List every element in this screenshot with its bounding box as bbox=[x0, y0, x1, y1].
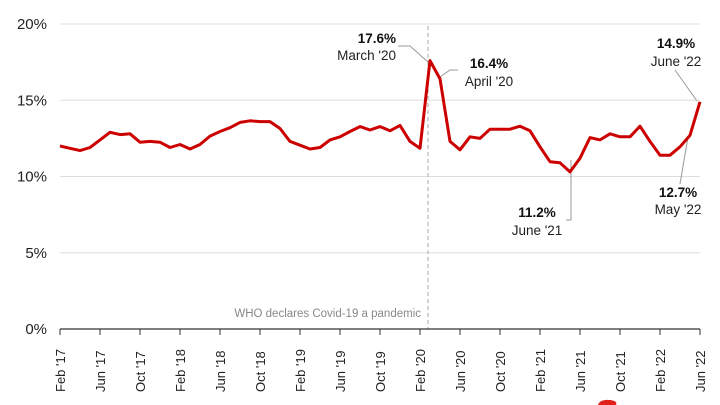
annotation-june-22: 14.9% June '22 bbox=[651, 36, 702, 69]
x-tick-label: Oct '21 bbox=[613, 351, 628, 392]
y-tick-label: 0% bbox=[25, 321, 47, 338]
x-tick-label: Feb '17 bbox=[53, 349, 68, 392]
y-tick-label: 15% bbox=[17, 92, 47, 109]
leader-june-21 bbox=[566, 160, 572, 221]
annotation-label: June '22 bbox=[651, 54, 702, 69]
annotation-may-22: 12.7% May '22 bbox=[655, 185, 702, 217]
annotation-june-21: 11.2% June '21 bbox=[512, 205, 563, 238]
logo-fragment bbox=[598, 399, 617, 405]
x-tick-label: Jun '20 bbox=[453, 350, 468, 392]
x-tick-label: Jun '19 bbox=[333, 350, 348, 392]
event-label: WHO declares Covid-19 a pandemic bbox=[234, 308, 421, 320]
grid-lines bbox=[60, 23, 700, 254]
annotation-march-20: 17.6% March '20 bbox=[337, 31, 396, 63]
leader-april-20 bbox=[439, 69, 458, 78]
annotation-label: June '21 bbox=[512, 223, 563, 238]
x-tick-label: Feb '20 bbox=[413, 349, 428, 392]
x-tick-label: Feb '21 bbox=[533, 349, 548, 392]
x-tick-label: Jun '22 bbox=[693, 350, 708, 392]
annotation-value: 12.7% bbox=[659, 185, 697, 200]
y-axis-labels: 0% 5% 10% 15% 20% bbox=[17, 16, 47, 338]
series-line bbox=[59, 59, 702, 174]
annotation-label: March '20 bbox=[337, 48, 396, 63]
x-tick-label: Feb '19 bbox=[293, 349, 308, 392]
x-tick-label: Feb '22 bbox=[653, 349, 668, 392]
annotation-value: 14.9% bbox=[657, 36, 695, 51]
leader-march-20 bbox=[398, 45, 429, 63]
x-tick-label: Jun '18 bbox=[213, 350, 228, 392]
x-tick-label: Oct '18 bbox=[253, 351, 268, 392]
annotation-value: 16.4% bbox=[470, 56, 508, 71]
y-tick-label: 20% bbox=[17, 16, 47, 33]
annotation-label: April '20 bbox=[465, 74, 513, 89]
annotation-leaders bbox=[398, 45, 698, 221]
annotation-value: 17.6% bbox=[358, 31, 396, 46]
x-tick-label: Oct '20 bbox=[493, 351, 508, 392]
x-tick-label: Jun '21 bbox=[573, 350, 588, 392]
annotation-label: May '22 bbox=[655, 202, 702, 217]
annotation-april-20: 16.4% April '20 bbox=[465, 56, 513, 89]
y-tick-label: 5% bbox=[25, 245, 47, 262]
x-tick-label: Jun '17 bbox=[93, 350, 108, 392]
x-tick-label: Feb '18 bbox=[173, 349, 188, 392]
x-axis-ticks: Feb '17 Jun '17 Oct '17 Feb '18 Jun '18 Oct '… bbox=[53, 329, 708, 392]
x-tick-label: Oct '19 bbox=[373, 351, 388, 392]
leader-june-22 bbox=[674, 69, 698, 102]
annotation-value: 11.2% bbox=[518, 205, 556, 220]
leader-may-22 bbox=[679, 136, 689, 185]
x-tick-label: Oct '17 bbox=[133, 351, 148, 392]
y-tick-label: 10% bbox=[17, 169, 47, 186]
